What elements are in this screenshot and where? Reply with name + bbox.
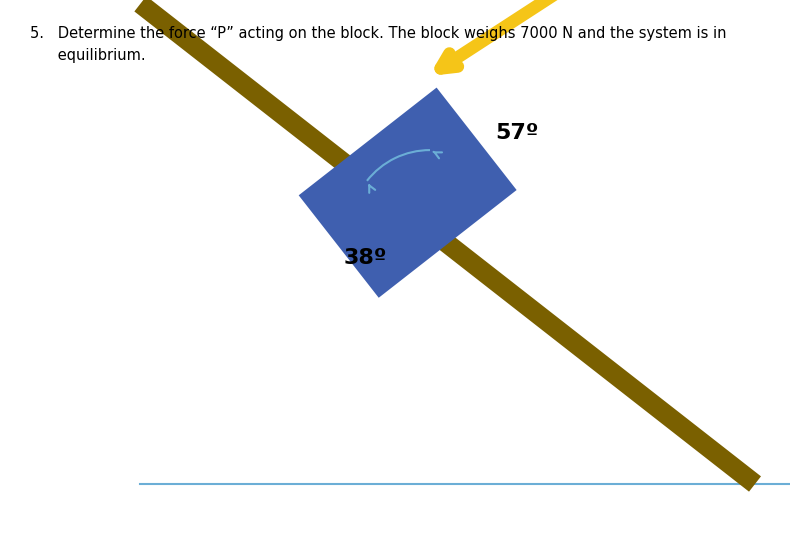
Polygon shape bbox=[299, 87, 517, 298]
Text: 38º: 38º bbox=[344, 248, 386, 268]
Text: 5.   Determine the force “P” acting on the block. The block weighs 7000 N and th: 5. Determine the force “P” acting on the… bbox=[30, 26, 727, 41]
Text: equilibrium.: equilibrium. bbox=[30, 48, 145, 63]
Text: 57º: 57º bbox=[495, 123, 538, 143]
